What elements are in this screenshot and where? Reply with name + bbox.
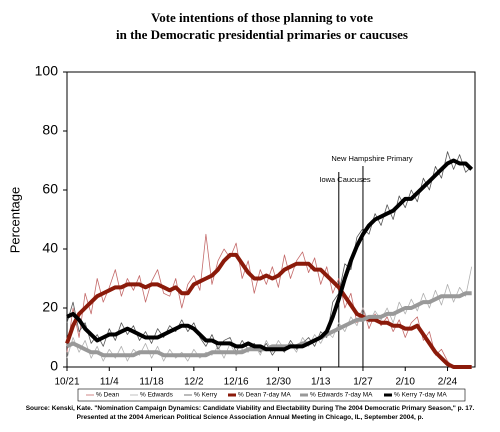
legend-label: % Dean bbox=[96, 392, 120, 399]
x-tick-label: 10/21 bbox=[54, 377, 79, 388]
legend-box bbox=[77, 388, 466, 402]
legend-label: % Kerry 7-day MA bbox=[394, 392, 447, 399]
x-tick-label: 1/27 bbox=[353, 377, 373, 388]
annotation: New Hampshire Primary bbox=[331, 154, 413, 163]
x-tick-label: 2/24 bbox=[438, 377, 458, 388]
legend-label: % Edwards bbox=[140, 392, 174, 399]
legend-label: % Edwards 7-day MA bbox=[310, 392, 373, 399]
plot-frame bbox=[66, 71, 476, 368]
chart-title: Vote intentions of those planning to vot… bbox=[151, 10, 373, 25]
x-tick-label: 11/4 bbox=[100, 377, 119, 388]
annotation: Iowa Caucuses bbox=[319, 175, 371, 184]
y-tick-label: 80 bbox=[42, 122, 58, 138]
y-axis-title: Percentage bbox=[7, 187, 22, 254]
source-note: Source: Kenski, Kate. "Nomination Campai… bbox=[25, 405, 475, 421]
legend-label: % Kerry bbox=[194, 392, 218, 399]
y-tick-label: 40 bbox=[42, 240, 58, 256]
x-tick-label: 1/13 bbox=[311, 377, 331, 388]
series-line bbox=[66, 158, 474, 352]
series-line bbox=[65, 252, 472, 369]
chart-title: in the Democratic presidential primaries… bbox=[116, 27, 408, 42]
x-tick-label: 11/18 bbox=[139, 377, 164, 388]
x-tick-label: 12/2 bbox=[184, 377, 204, 388]
y-tick-label: 100 bbox=[35, 63, 59, 79]
x-tick-label: 12/16 bbox=[224, 377, 249, 388]
x-tick-label: 2/10 bbox=[396, 377, 416, 388]
y-tick-label: 20 bbox=[42, 299, 58, 315]
y-tick-label: 60 bbox=[42, 181, 58, 197]
legend-label: % Dean 7-day MA bbox=[238, 392, 291, 399]
series-line bbox=[66, 151, 472, 356]
x-tick-label: 12/30 bbox=[266, 377, 291, 388]
y-tick-label: 0 bbox=[50, 358, 58, 374]
